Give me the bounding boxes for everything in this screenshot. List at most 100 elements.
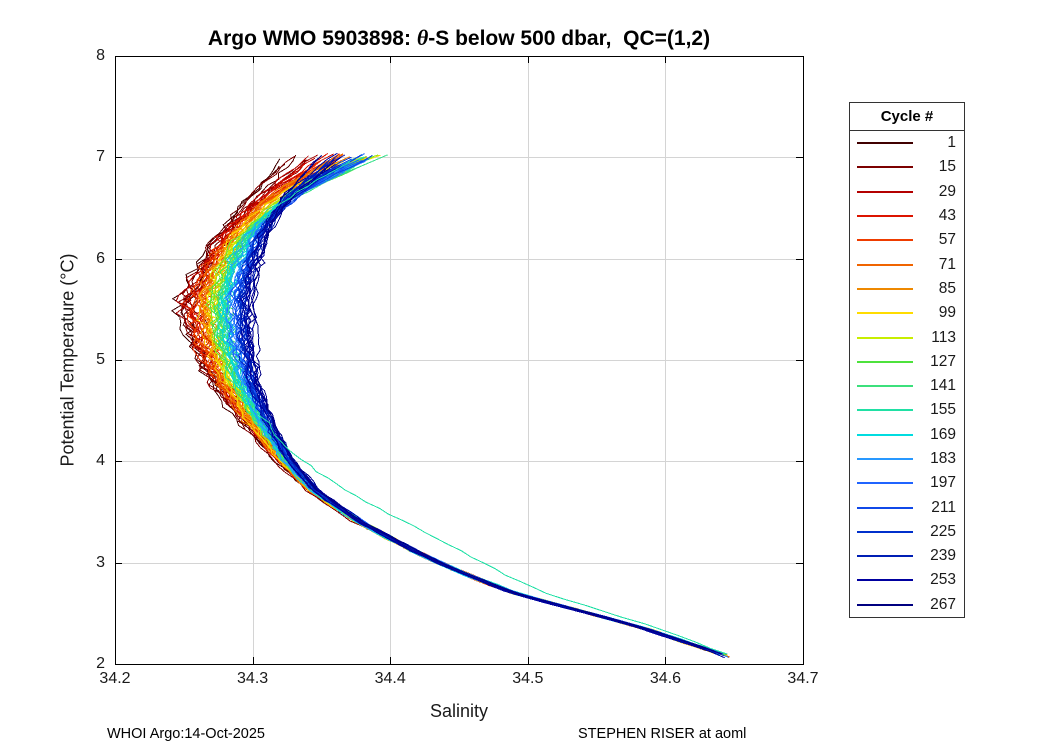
legend-line-swatch [857,458,913,460]
profile-curve [211,155,725,656]
profile-curve [217,162,721,656]
profile-curve [189,164,715,652]
x-tick-label: 34.5 [512,670,544,687]
legend-entry-label: 253 [930,571,956,589]
profile-curve [195,164,730,658]
y-tick-label: 2 [96,655,105,672]
theta-symbol: θ [416,25,429,50]
legend-entry-label: 1 [947,134,956,152]
profile-curve [221,165,696,647]
profile-curve [198,153,713,653]
profile-curve [249,163,714,652]
y-tick-label: 3 [96,553,105,571]
legend-entry: 169 [850,423,964,447]
legend-line-swatch [857,555,913,558]
grid-lines [115,56,803,664]
profile-curve [224,165,719,654]
legend-entry-label: 113 [931,328,956,346]
legend-entry: 113 [850,326,964,350]
x-tick-label: 34.2 [99,670,131,687]
legend-entry: 239 [850,544,964,568]
footer-credit-right: STEPHEN RISER at aoml [578,726,747,742]
legend-entry-label: 43 [938,207,956,225]
legend-entry-label: 197 [930,474,956,492]
legend-entry: 15 [850,155,964,179]
chart-title: Argo WMO 5903898: θ-S below 500 dbar, QC… [115,25,803,51]
profile-curve [193,160,718,654]
profile-curve [212,156,727,657]
x-tick-label: 34.3 [237,670,269,687]
x-tick-label: 34.4 [374,670,406,687]
legend-line-swatch [857,506,913,509]
legend-line-swatch [857,287,913,290]
profile-curve [198,161,724,655]
legend-entry-label: 239 [930,547,956,565]
profile-curve [189,159,717,653]
legend-line-swatch [857,239,913,242]
profile-curve [206,166,726,655]
legend-entry-label: 169 [930,425,956,443]
profile-curve [216,161,726,655]
profile-curve [217,156,707,650]
profile-curve [202,161,718,656]
legend-entry: 71 [850,253,964,277]
profile-curve [209,154,718,654]
legend-entry: 211 [850,496,964,520]
legend-entry: 85 [850,277,964,301]
profile-curve [196,161,719,655]
legend: Cycle # 1 15 29 43 57 71 85 99 113 127 141 155 169 18… [849,102,965,618]
profile-curve [240,154,702,648]
profile-curve [205,156,711,650]
profile-curve [197,162,728,656]
legend-entry-label: 99 [938,304,956,322]
chart-title-suffix: -S below 500 dbar, QC=(1,2) [428,27,711,50]
profile-curve [206,154,723,655]
legend-entry-label: 183 [930,450,956,467]
profile-curve [215,158,718,653]
legend-entry: 267 [850,593,964,617]
legend-entry: 253 [850,568,964,592]
y-tick-label: 5 [96,351,105,368]
legend-entry-list: 1 15 29 43 57 71 85 99 113 127 141 155 169 183 197 211 2… [850,131,964,617]
profile-curve [205,157,712,652]
legend-entry-label: 71 [938,255,956,273]
profile-curve [248,155,722,655]
x-tick-label: 34.6 [649,670,681,687]
legend-line-swatch [857,409,913,412]
y-tick-label: 4 [96,452,105,470]
profile-curve [200,153,719,653]
legend-title: Cycle # [850,103,964,131]
legend-line-swatch [857,530,913,533]
y-tick-label: 7 [96,148,105,166]
legend-entry-label: 29 [938,182,956,200]
x-tick-label: 34.7 [787,670,819,687]
tick-marks [115,56,804,665]
legend-line-swatch [857,190,913,193]
profile-curves [171,152,730,659]
y-axis-label: Potential Temperature (°C) [57,253,78,467]
x-axis-label: Salinity [429,701,489,721]
legend-entry-label: 211 [931,498,956,516]
y-tick-label: 8 [96,47,105,64]
legend-entry-label: 225 [930,522,956,540]
footer-credit-left: WHOI Argo:14-Oct-2025 [107,726,265,742]
profile-curve [221,166,700,648]
legend-entry-label: 141 [930,377,956,395]
legend-entry: 43 [850,204,964,228]
legend-entry: 155 [850,398,964,422]
profile-curve [208,155,688,643]
legend-line-swatch [857,312,913,315]
profile-curve [224,164,729,658]
profile-curve [222,166,719,654]
legend-entry-label: 127 [930,352,956,370]
legend-line-swatch [857,482,913,485]
profile-curve [197,161,719,655]
profile-curve [209,158,717,652]
profile-curve [203,159,713,653]
chart-title-prefix: Argo WMO 5903898: [207,27,417,50]
profile-curve [210,160,707,648]
legend-entry-label: 155 [930,401,956,419]
profile-curve [189,163,710,651]
profile-curve [203,166,722,654]
